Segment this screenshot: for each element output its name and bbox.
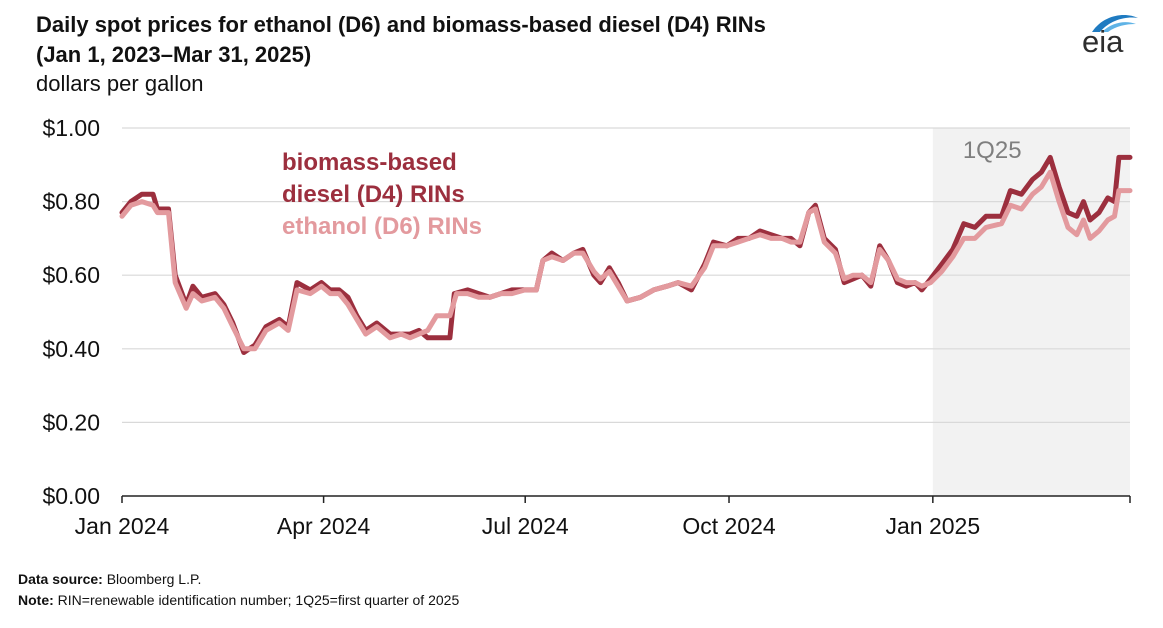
x-tick-label: Jul 2024: [482, 513, 569, 539]
y-tick-label: $0.80: [42, 189, 100, 215]
eia-logo-text: eia: [1082, 24, 1124, 59]
series-label-d4: diesel (D4) RINs: [282, 181, 465, 208]
note-text: RIN=renewable identification number; 1Q2…: [57, 592, 460, 608]
data-source-label: Data source:: [18, 571, 103, 587]
series-label-d4: biomass-based: [282, 149, 457, 176]
chart-title-line-2: (Jan 1, 2023–Mar 31, 2025): [36, 42, 312, 67]
y-tick-label: $0.00: [42, 483, 100, 509]
units-label: dollars per gallon: [36, 71, 204, 96]
data-source-text: Bloomberg L.P.: [106, 571, 202, 587]
series-label-d6: ethanol (D6) RINs: [282, 213, 482, 240]
x-tick-label: Apr 2024: [277, 513, 371, 539]
q1-2025-label: 1Q25: [963, 137, 1022, 164]
x-axis: Jan 2024 Apr 2024 Jul 2024 Oct 2024 Jan 2025: [75, 495, 1131, 539]
chart-title: Daily spot prices for ethanol (D6) and b…: [36, 10, 766, 70]
footnote: Note: RIN=renewable identification numbe…: [18, 592, 459, 608]
series-labels: biomass-based diesel (D4) RINs ethanol (D6…: [282, 149, 482, 240]
eia-swoosh-icon: [1092, 14, 1138, 32]
gridlines: [122, 127, 1130, 423]
y-tick-label: $0.20: [42, 409, 100, 435]
y-tick-label: $0.40: [42, 336, 100, 362]
x-tick-label: Oct 2024: [682, 513, 776, 539]
chart-title-line-1: Daily spot prices for ethanol (D6) and b…: [36, 12, 766, 37]
data-source-note: Data source: Bloomberg L.P.: [18, 571, 201, 587]
series-line-d6: [119, 169, 1133, 352]
y-axis-tick-labels: $0.00 $0.20 $0.40 $0.60 $0.80 $1.00: [42, 115, 100, 509]
series-lines: [119, 154, 1133, 355]
y-tick-label: $0.60: [42, 262, 100, 288]
q1-2025-shaded-region: [932, 128, 1130, 496]
x-tick-label: Jan 2025: [886, 513, 981, 539]
note-label: Note:: [18, 592, 54, 608]
x-tick-label: Jan 2024: [75, 513, 170, 539]
y-tick-label: $1.00: [42, 115, 100, 141]
